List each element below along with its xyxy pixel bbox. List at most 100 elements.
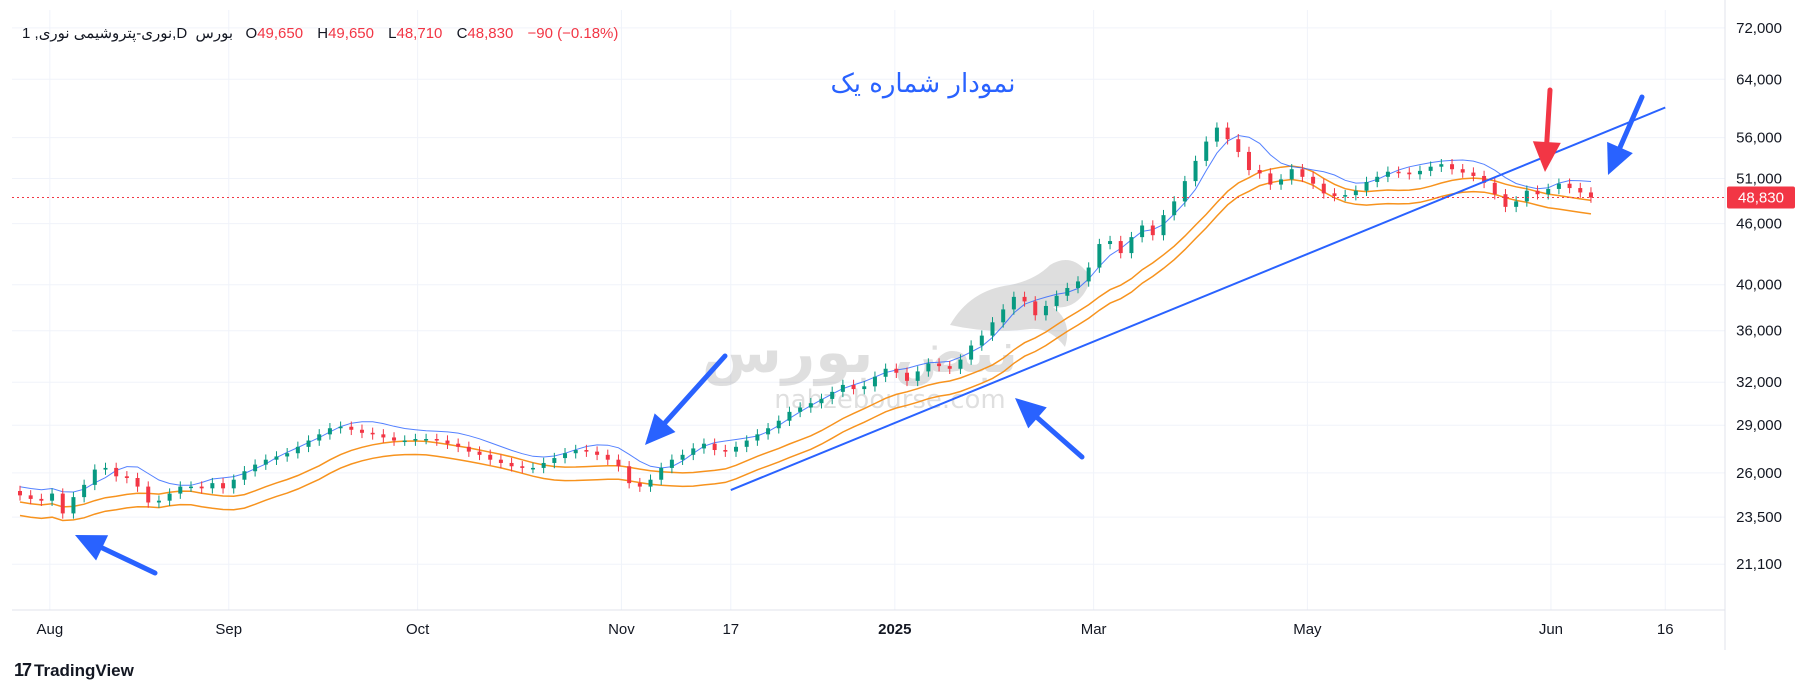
candle <box>1140 220 1145 243</box>
candle <box>39 493 44 506</box>
arrow-icon <box>1532 87 1561 172</box>
candle <box>114 462 119 482</box>
candle <box>338 421 343 434</box>
legend-change: −90 (−0.18%) <box>527 25 619 42</box>
time-tick-label: Jun <box>1539 621 1563 638</box>
legend-exchange: بورس <box>195 25 233 42</box>
candle <box>1289 163 1294 185</box>
candle <box>1439 158 1444 172</box>
candle <box>969 340 974 365</box>
candle <box>616 454 621 472</box>
trendline[interactable] <box>730 106 1666 492</box>
candle <box>178 481 183 499</box>
candle <box>1588 187 1593 203</box>
candle <box>488 449 493 465</box>
chart-title: نمودار شماره یک <box>830 69 1015 99</box>
price-axis[interactable]: 21,100 23,500 26,000 29,000 32,000 36,000 40,0… <box>1736 20 1782 573</box>
candle <box>958 354 963 375</box>
chart-grid <box>12 10 1725 610</box>
candle <box>18 485 22 501</box>
candle <box>1332 188 1337 202</box>
candle <box>370 427 375 440</box>
candle <box>1161 209 1166 241</box>
candle <box>413 433 418 446</box>
candle <box>627 461 632 489</box>
candle <box>840 379 845 398</box>
candle <box>1001 304 1006 328</box>
candle <box>1108 235 1113 250</box>
candle <box>637 477 642 492</box>
price-tick-label: 36,000 <box>1736 323 1782 340</box>
candle <box>1086 262 1091 287</box>
candle <box>1257 164 1262 179</box>
candle <box>1011 291 1016 315</box>
candle <box>1492 177 1497 200</box>
legend-symbol[interactable]: 1 ,نوری-پتروشیمی نوری,D <box>22 25 188 42</box>
candle <box>1214 122 1219 147</box>
candle <box>883 363 888 383</box>
band-upper <box>19 165 1592 508</box>
candle <box>1279 174 1284 190</box>
candle <box>456 438 461 453</box>
arrow-icon <box>75 535 158 576</box>
arrow-icon <box>645 353 728 445</box>
candle <box>381 429 386 443</box>
candle <box>584 444 589 457</box>
candle <box>830 386 835 405</box>
price-tick-label: 56,000 <box>1736 130 1782 147</box>
candle <box>1396 166 1401 178</box>
price-tick-label: 26,000 <box>1736 465 1782 482</box>
candle <box>146 481 151 508</box>
candle <box>1343 189 1348 202</box>
candle <box>723 444 728 457</box>
candle <box>263 454 268 470</box>
candles <box>18 122 1593 519</box>
price-axis-bg <box>1725 0 1811 650</box>
candle <box>188 481 193 492</box>
candle <box>776 415 781 434</box>
candle <box>1172 196 1177 221</box>
candle <box>1364 176 1369 196</box>
candle <box>424 433 429 445</box>
tradingview-icon: 17 <box>14 660 32 680</box>
candle <box>274 451 279 465</box>
candle <box>498 454 503 469</box>
candle <box>766 423 771 440</box>
candle <box>317 429 322 446</box>
candle <box>349 421 354 436</box>
candle <box>520 461 525 474</box>
candle <box>894 363 899 379</box>
candle <box>60 488 65 519</box>
candle <box>1097 238 1102 273</box>
tradingview-logo[interactable]: 17 TradingView <box>14 660 134 681</box>
candle <box>573 444 578 459</box>
candle <box>92 464 97 491</box>
candle <box>1417 165 1422 180</box>
candle <box>1204 136 1209 167</box>
time-tick-label: Nov <box>608 621 635 638</box>
time-tick-label: Aug <box>36 621 63 638</box>
candle <box>744 435 749 453</box>
candle <box>392 432 397 446</box>
candle <box>1022 291 1027 307</box>
price-tick-label: 32,000 <box>1736 374 1782 391</box>
candle <box>221 477 226 494</box>
candle <box>1321 178 1326 199</box>
candle <box>1514 196 1519 213</box>
candle <box>1182 175 1187 207</box>
legend-low: 48,710 <box>396 25 443 42</box>
candle <box>819 393 824 409</box>
candle <box>1065 282 1070 302</box>
candle <box>905 367 910 387</box>
price-tick-label: 51,000 <box>1736 171 1782 188</box>
time-axis[interactable]: Aug Sep Oct Nov 17 2025 Mar May Jun 16 <box>36 621 1673 638</box>
trendline-line[interactable] <box>730 106 1666 492</box>
candle <box>1460 163 1465 178</box>
candle <box>434 433 439 446</box>
candle <box>199 481 204 494</box>
candle <box>937 358 942 372</box>
price-tick-label: 46,000 <box>1736 216 1782 233</box>
candle <box>1075 276 1080 294</box>
candle <box>28 490 33 505</box>
